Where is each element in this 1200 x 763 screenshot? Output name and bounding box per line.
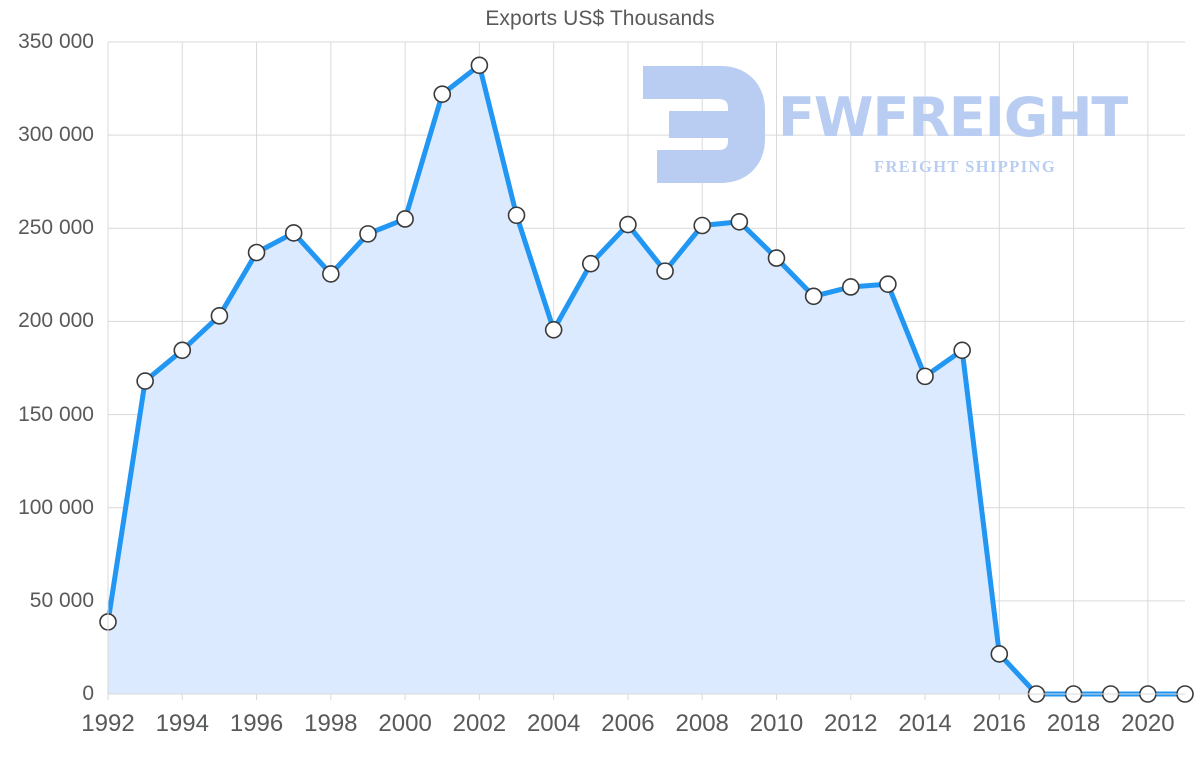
data-point-marker[interactable]: 2008: 251500	[693, 216, 712, 235]
data-point-marker[interactable]: 2000: 255000	[396, 210, 414, 228]
x-axis-tick-label: 2006	[601, 710, 655, 737]
x-axis-tick-label: 2008	[675, 710, 729, 737]
data-point-marker[interactable]: 2012: 218500	[841, 278, 860, 296]
data-point-marker[interactable]: 2002: 337500	[470, 56, 489, 75]
data-point-marker[interactable]: 1994: 184500	[173, 341, 192, 360]
x-axis-tick-label: 2018	[1046, 710, 1101, 737]
data-point-marker[interactable]: 2001: 322000	[433, 85, 452, 103]
data-point-marker[interactable]: 1997: 247500	[284, 224, 303, 242]
x-axis-tick-label: 2014	[898, 710, 952, 737]
data-point-marker[interactable]: 1996: 237000	[247, 243, 266, 262]
x-axis-tick-label: 2000	[378, 710, 432, 737]
y-axis-tick-label: 150 000	[18, 402, 94, 426]
x-axis-tick-label: 2002	[452, 710, 507, 737]
data-point-markers: 1992: 387001993: 1680001994: 1845001995:…	[99, 56, 1194, 703]
y-axis-tick-label: 100 000	[18, 495, 94, 519]
x-axis-tick-label: 1998	[304, 710, 358, 737]
data-point-marker[interactable]: 2004: 195500	[544, 321, 563, 339]
x-axis-tick-label: 1996	[229, 710, 284, 737]
data-point-marker[interactable]: 2006: 252000	[619, 215, 637, 234]
y-axis-tick-label: 350 000	[18, 30, 94, 53]
data-point-marker[interactable]: 2014: 170500	[916, 367, 934, 386]
data-point-marker[interactable]: 1993: 168000	[136, 372, 154, 390]
chart-title: Exports US$ Thousands	[485, 7, 715, 30]
y-axis-tick-label: 0	[82, 682, 94, 705]
x-axis-tick-label: 1992	[81, 710, 135, 737]
data-point-marker[interactable]: 2003: 257000	[507, 206, 526, 225]
x-axis-tick-label: 2016	[972, 710, 1026, 737]
y-axis-tick-label: 50 000	[29, 588, 94, 612]
data-point-marker[interactable]: 2005: 231000	[581, 254, 600, 273]
x-axis-tick-label: 2004	[526, 710, 581, 737]
x-axis-tick-label: 2012	[824, 710, 878, 737]
data-point-marker[interactable]: 2009: 253500	[730, 212, 749, 231]
x-axis-tick-label: 1994	[155, 710, 209, 737]
data-point-marker[interactable]: 1999: 247000	[359, 225, 377, 243]
area-fill	[108, 65, 1185, 695]
data-point-marker[interactable]: 1998: 225500	[322, 265, 340, 283]
data-point-marker[interactable]: 2007: 227000	[656, 262, 674, 280]
data-point-marker[interactable]: 2010: 234000	[767, 249, 786, 267]
y-axis-tick-label: 200 000	[18, 309, 94, 333]
y-axis-tick-label: 250 000	[18, 216, 94, 240]
x-axis-tick-label: 2020	[1121, 710, 1175, 737]
data-point-marker[interactable]: 2015: 184500	[953, 341, 971, 360]
x-axis-tick-label: 2010	[749, 710, 804, 737]
data-point-marker[interactable]: 2013: 220000	[879, 275, 897, 293]
data-point-marker[interactable]: 1995: 203000	[210, 307, 229, 325]
data-point-marker[interactable]: 2016: 21500	[990, 645, 1009, 663]
data-point-marker[interactable]: 2011: 213500	[804, 287, 823, 306]
y-axis-tick-label: 300 000	[18, 123, 94, 147]
